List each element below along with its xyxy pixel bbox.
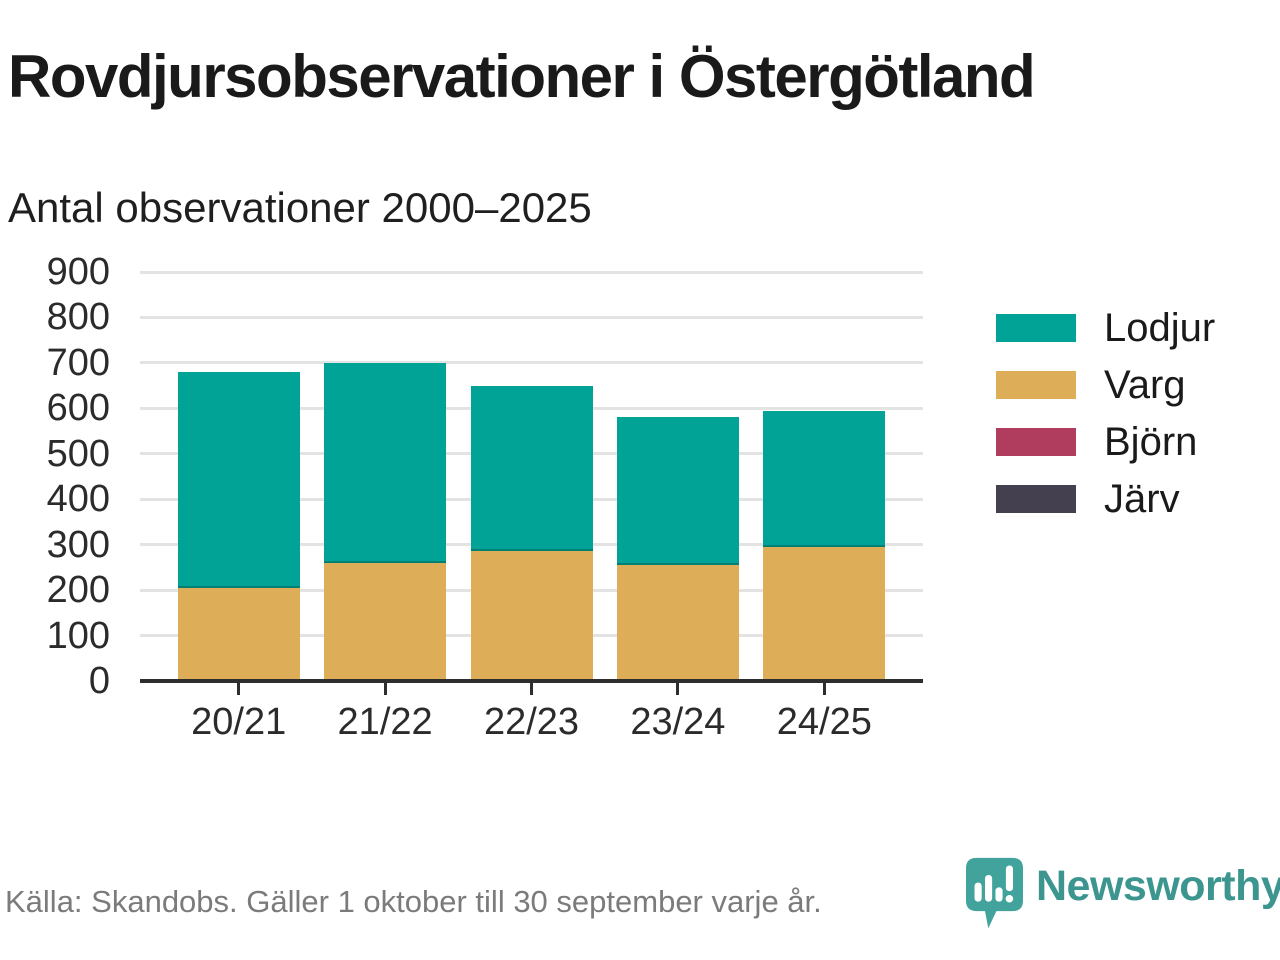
legend-swatch-varg xyxy=(996,371,1076,399)
y-tick-label: 600 xyxy=(46,387,110,430)
y-tick-label: 0 xyxy=(88,660,110,702)
page-subtitle: Antal observationer 2000–2025 xyxy=(8,184,592,231)
bar-segment-lodjur-23-24 xyxy=(616,417,739,566)
y-tick-label: 400 xyxy=(46,478,110,521)
x-tick xyxy=(383,683,387,695)
legend-label-lodjur: Lodjur xyxy=(1104,305,1216,350)
x-tick-label-21-22: 21/22 xyxy=(337,701,433,743)
legend-label-bjorn: Björn xyxy=(1104,419,1198,464)
legend-label-jarv: Järv xyxy=(1104,476,1180,521)
y-axis: 0 100 200 300 400 500 600 700 800 900 xyxy=(20,253,110,700)
x-tick-label-20-21: 20/21 xyxy=(191,701,287,743)
y-tick-label: 800 xyxy=(46,296,110,339)
y-gridline xyxy=(140,315,923,319)
x-tick xyxy=(676,683,680,695)
bar-segment-varg-21-22 xyxy=(324,562,447,681)
bar-segment-varg-24-25 xyxy=(763,546,886,681)
legend-swatch-jarv xyxy=(996,485,1076,513)
y-tick-label: 200 xyxy=(46,569,110,612)
legend-item-varg: Varg xyxy=(996,363,1215,407)
x-tick-label-24-25: 24/25 xyxy=(776,701,872,743)
legend-swatch-bjorn xyxy=(996,428,1076,456)
bar-chart-speech-bubble-icon xyxy=(966,857,1023,929)
x-tick-label-23-24: 23/24 xyxy=(630,701,726,743)
page-title: Rovdjursobservationer i Östergötland xyxy=(8,43,1036,110)
x-tick xyxy=(530,683,533,695)
newsworthy-logo: Newsworthy xyxy=(963,856,1280,932)
source-note: Källa: Skandobs. Gäller 1 oktober till 3… xyxy=(5,884,822,919)
bar-segment-lodjur-24-25 xyxy=(763,410,886,547)
bar-segment-lodjur-22-23 xyxy=(470,385,593,552)
y-gridline xyxy=(140,361,923,365)
y-tick-label: 100 xyxy=(46,614,110,657)
legend-swatch-lodjur xyxy=(996,314,1076,342)
y-gridline xyxy=(140,270,923,274)
legend: Lodjur Varg Björn Järv xyxy=(996,306,1215,542)
y-tick-label: 700 xyxy=(46,341,110,384)
brand-name: Newsworthy xyxy=(1036,862,1280,910)
x-axis-line xyxy=(140,679,923,683)
y-tick-label: 500 xyxy=(46,432,110,475)
legend-label-varg: Varg xyxy=(1104,362,1186,407)
y-tick-label: 900 xyxy=(46,251,110,293)
legend-item-jarv: Järv xyxy=(996,477,1215,521)
bar-segment-lodjur-21-22 xyxy=(324,362,447,563)
x-tick xyxy=(822,683,826,695)
y-tick-label: 300 xyxy=(46,523,110,566)
bar-segment-varg-22-23 xyxy=(470,551,593,681)
legend-item-bjorn: Björn xyxy=(996,420,1215,464)
x-tick-label-22-23: 22/23 xyxy=(483,701,580,743)
legend-item-lodjur: Lodjur xyxy=(996,306,1215,350)
bar-segment-varg-23-24 xyxy=(616,565,739,681)
bar-segment-varg-20-21 xyxy=(177,587,300,681)
x-tick xyxy=(237,683,241,695)
bar-segment-lodjur-20-21 xyxy=(177,371,300,588)
plot-area: 20/21 21/22 22/23 23/24 24/25 xyxy=(140,270,923,743)
